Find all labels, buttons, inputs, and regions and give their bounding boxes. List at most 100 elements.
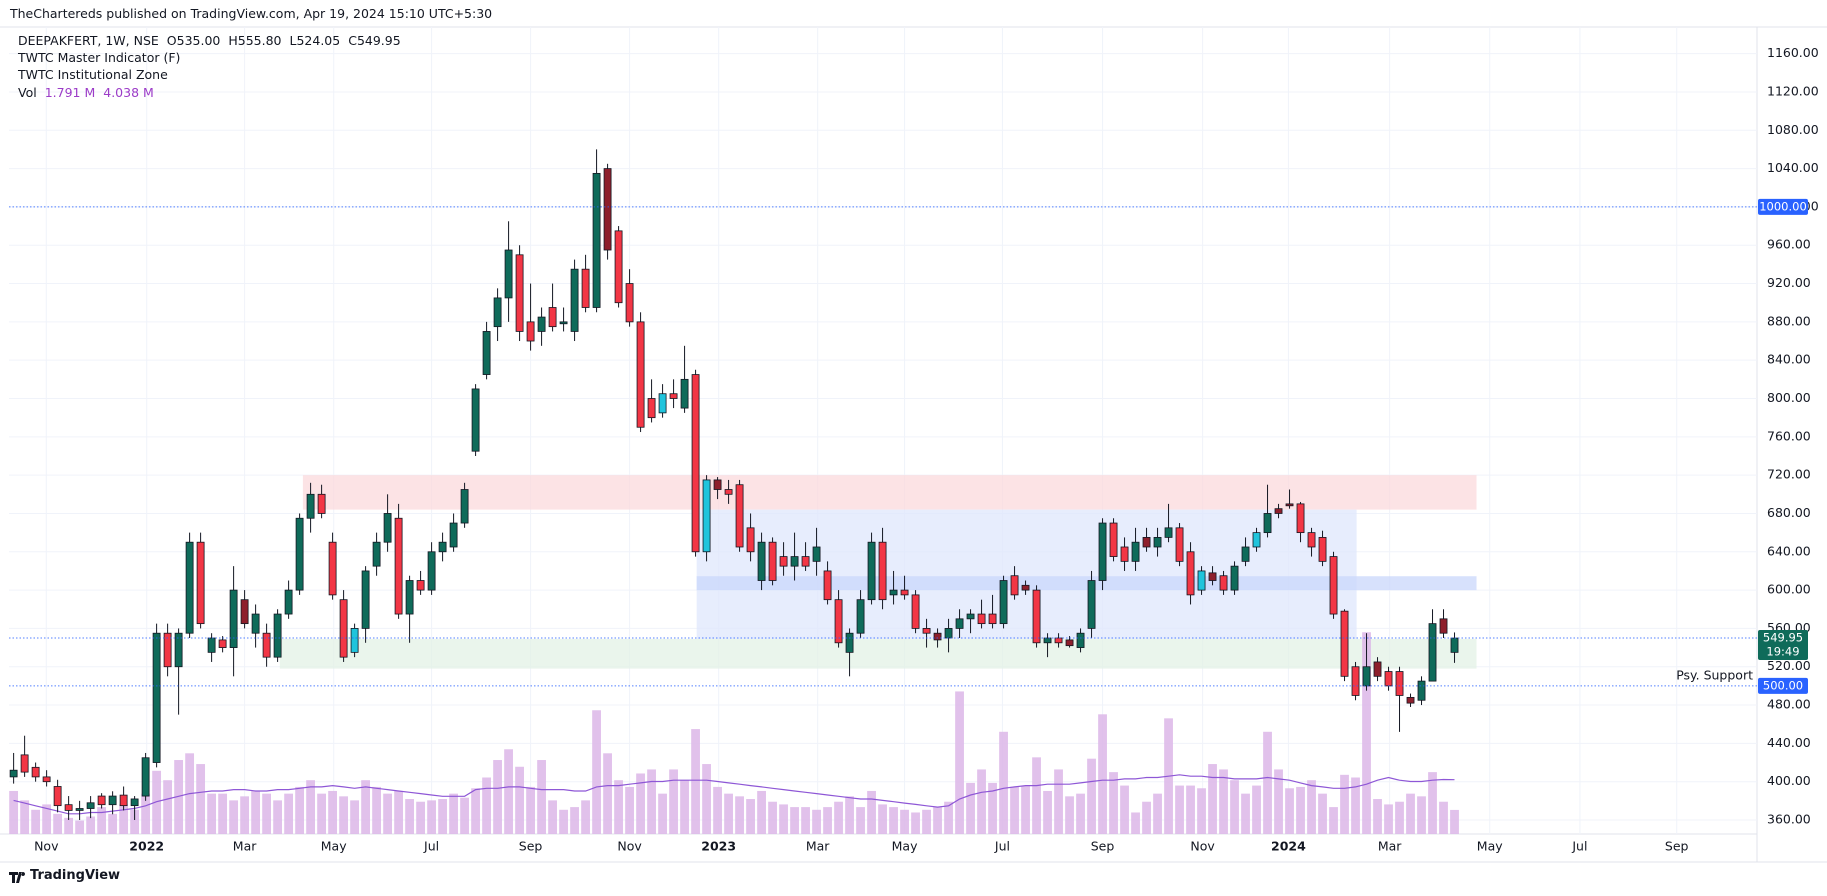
indicator[interactable]: TWTC Institutional Zone [18, 67, 168, 82]
volume-bar [31, 809, 41, 834]
volume-bar [944, 801, 953, 834]
candle-body [1362, 666, 1371, 687]
candle-body [856, 599, 865, 634]
candle-body [955, 618, 964, 629]
candle-body [1186, 551, 1195, 596]
candle-body [713, 479, 722, 490]
volume-bar [570, 807, 579, 834]
y-tick-label: 480.00 [1767, 697, 1811, 712]
volume-bar [1318, 793, 1327, 834]
candle-body [691, 374, 700, 553]
candle-body [1340, 610, 1349, 677]
volume-bar [1131, 812, 1140, 834]
x-tick-label: Mar [806, 839, 830, 854]
candle-body [779, 556, 788, 567]
candle-body [427, 551, 436, 591]
y-tick-label: 680.00 [1767, 505, 1811, 520]
candle-body [559, 321, 568, 325]
volume-bar [878, 804, 887, 834]
volume-bar [449, 793, 458, 834]
candle-body [1384, 671, 1393, 687]
volume-bar [42, 804, 52, 834]
candle-body [537, 316, 546, 332]
volume-bar [1362, 632, 1371, 834]
y-tick-label: 880.00 [1767, 313, 1811, 328]
candle-body [383, 513, 392, 543]
volume-bar [669, 769, 678, 834]
candle-body [1142, 537, 1151, 548]
volume-bar [790, 807, 799, 834]
candle-body [405, 580, 414, 615]
volume-bar [966, 782, 975, 834]
x-tick-label: Jul [1571, 839, 1587, 854]
candle-body [1274, 508, 1283, 514]
candle-body [42, 776, 51, 783]
y-tick-label: 840.00 [1767, 352, 1811, 367]
volume-bar [1406, 793, 1415, 834]
candle-body [801, 556, 810, 567]
candle-body [218, 639, 227, 648]
candle-body [515, 254, 524, 332]
candle-body [295, 517, 304, 591]
y-tick-label: 800.00 [1767, 390, 1811, 405]
y-tick-label: 440.00 [1767, 735, 1811, 750]
zone [696, 576, 1477, 591]
x-tick-label: 2023 [701, 839, 736, 854]
candle-body [350, 628, 359, 653]
x-tick-label: Jul [994, 839, 1010, 854]
volume-bar [581, 800, 590, 834]
vol-value: 1.791 M [44, 85, 96, 100]
volume-bar [1274, 769, 1283, 834]
volume-bar [779, 804, 788, 834]
candle-body [1043, 637, 1052, 644]
candle-body [1296, 503, 1305, 534]
candle-body [768, 541, 777, 581]
candle-body [1131, 541, 1140, 562]
candle-body [1395, 671, 1404, 696]
volume-bar [1219, 769, 1228, 834]
volume-legend[interactable]: Vol 1.791 M 4.038 M [18, 85, 162, 100]
candle-body [438, 541, 447, 553]
volume-bar [361, 780, 370, 834]
volume-bar [713, 786, 722, 834]
candle-body [119, 794, 128, 807]
volume-bar [1065, 796, 1074, 834]
x-tick-label: Jul [423, 839, 439, 854]
candle-body [823, 570, 832, 601]
candle-body [317, 493, 326, 514]
volume-bar [724, 793, 733, 834]
logo [9, 872, 26, 883]
candle-body [86, 802, 95, 809]
candle-body [262, 632, 271, 658]
volume-bar [1450, 809, 1459, 834]
candle-body [647, 398, 656, 419]
volume-bar [328, 790, 337, 834]
volume-bar [1087, 758, 1096, 834]
volume-bar [196, 764, 206, 834]
y-tick-label: 400.00 [1767, 773, 1811, 788]
ohlc: O535.00 [166, 33, 221, 48]
x-tick-label: May [892, 839, 918, 854]
volume-bar [339, 796, 348, 834]
volume-bar [999, 731, 1008, 834]
candle-body [1318, 537, 1327, 562]
volume-bar [317, 793, 326, 834]
y-tick-label: 360.00 [1767, 812, 1811, 827]
x-tick-label: May [321, 839, 347, 854]
volume-bar [680, 780, 689, 834]
volume-bar [867, 790, 876, 834]
candle-body [306, 493, 315, 519]
volume-bar [1098, 714, 1107, 834]
volume-bar [856, 807, 865, 834]
volume-bar [53, 813, 63, 834]
candle-body [1329, 556, 1338, 615]
vol-label: Vol [18, 85, 37, 100]
candle-body [273, 613, 282, 658]
x-tick-label: Nov [1190, 839, 1215, 854]
indicator[interactable]: TWTC Master Indicator (F) [18, 50, 181, 65]
candle-body [1153, 537, 1162, 548]
volume-bar [262, 793, 272, 834]
y-tick-label: 600.00 [1767, 582, 1811, 597]
candle-body [999, 580, 1008, 625]
volume-bar [493, 760, 502, 834]
